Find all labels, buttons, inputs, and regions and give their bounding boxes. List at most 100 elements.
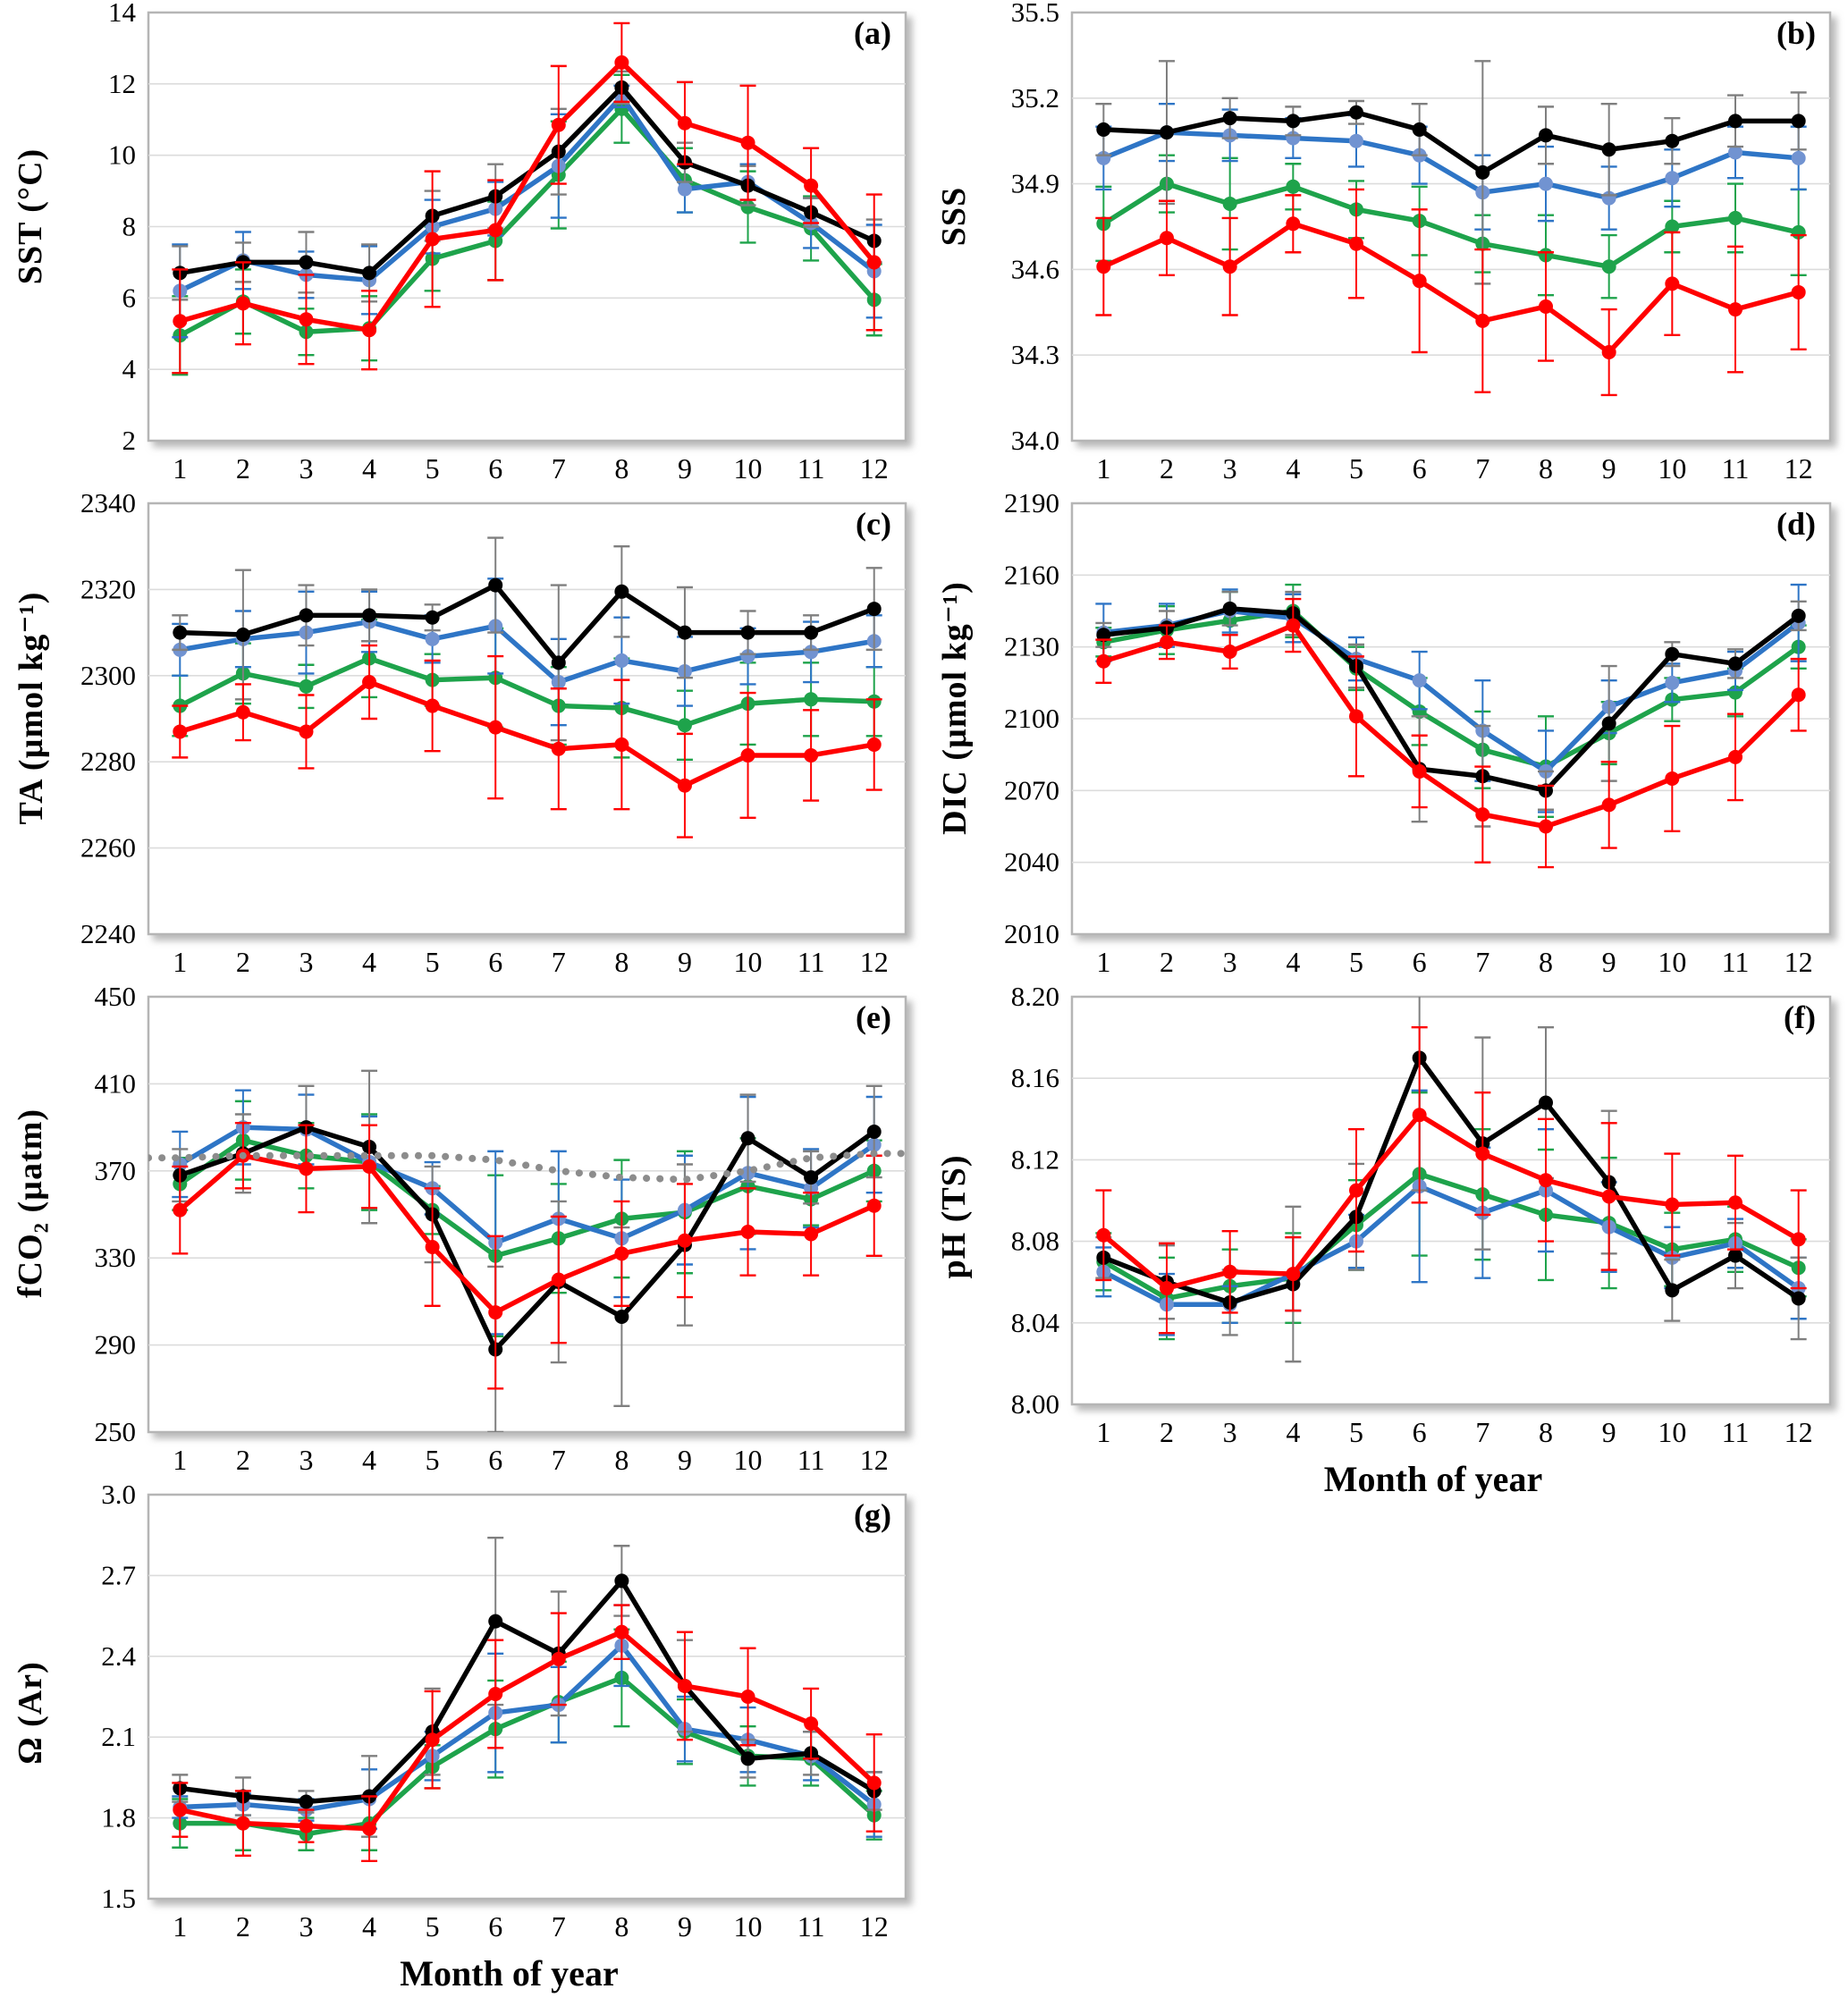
y-tick-label: 3.0 bbox=[101, 1482, 136, 1510]
data-point bbox=[614, 1309, 629, 1324]
y-axis-title-omega: Ω (Ar) bbox=[12, 1661, 49, 1765]
data-point bbox=[1728, 656, 1743, 671]
data-point bbox=[804, 625, 819, 640]
panel-letter-a: (a) bbox=[854, 15, 891, 51]
x-tick-label: 1 bbox=[1096, 946, 1110, 978]
x-tick-label: 11 bbox=[1722, 1416, 1750, 1448]
data-point bbox=[425, 631, 440, 646]
data-point bbox=[1222, 1264, 1237, 1279]
y-tick-label: 8.16 bbox=[1011, 1062, 1059, 1093]
data-point bbox=[1096, 259, 1111, 274]
data-point bbox=[740, 199, 755, 215]
data-point bbox=[173, 314, 188, 329]
data-point bbox=[1791, 687, 1806, 703]
data-point bbox=[299, 608, 314, 623]
y-tick-label: 2240 bbox=[80, 918, 136, 949]
x-tick-label: 4 bbox=[1286, 452, 1300, 485]
data-point bbox=[866, 737, 882, 752]
plot-area-ta: 2240 2260 2280 2300 2320 2340 1 2 3 4 5 6 7 8 9 10 11 12 … bbox=[59, 491, 922, 984]
data-point bbox=[1286, 114, 1301, 129]
series-line bbox=[179, 1125, 876, 1353]
y-tick-label: 2040 bbox=[1004, 847, 1059, 878]
x-tick-label: 2 bbox=[236, 452, 250, 485]
data-point bbox=[1601, 1189, 1616, 1204]
data-point bbox=[740, 649, 755, 664]
series-blue bbox=[1095, 102, 1807, 231]
gridlines bbox=[148, 1083, 906, 1346]
y-tick-label: 2100 bbox=[1004, 703, 1059, 734]
y-tick-label: 2190 bbox=[1004, 491, 1059, 518]
y-axis-ticks: 2240 2260 2280 2300 2320 2340 bbox=[80, 491, 136, 949]
data-point bbox=[1222, 601, 1237, 616]
y-tick-label: 370 bbox=[95, 1155, 137, 1186]
y-tick-label: 8.04 bbox=[1011, 1307, 1060, 1338]
data-point bbox=[1791, 114, 1806, 129]
series-red bbox=[1095, 1026, 1807, 1335]
data-point bbox=[1539, 128, 1553, 143]
gridlines bbox=[148, 1574, 906, 1819]
x-tick-label: 4 bbox=[362, 1910, 376, 1943]
data-point bbox=[299, 724, 314, 739]
data-point bbox=[1791, 608, 1806, 623]
data-point bbox=[1412, 673, 1427, 688]
x-tick-label: 9 bbox=[1602, 946, 1616, 978]
x-tick-label: 8 bbox=[614, 1910, 629, 1943]
data-point bbox=[1791, 1232, 1806, 1247]
data-point bbox=[1286, 179, 1301, 194]
x-axis-ticks: 1 2 3 4 5 6 7 8 9 10 11 12 bbox=[173, 1910, 888, 1943]
data-point bbox=[614, 584, 629, 599]
x-tick-label: 10 bbox=[734, 452, 763, 485]
x-tick-label: 3 bbox=[1223, 946, 1237, 978]
x-tick-label: 5 bbox=[1349, 946, 1363, 978]
x-tick-label: 4 bbox=[1286, 1416, 1300, 1448]
y-axis-title-ph: pH (TS) bbox=[935, 1154, 973, 1279]
x-tick-label: 4 bbox=[362, 1444, 376, 1476]
x-tick-label: 5 bbox=[1349, 1416, 1363, 1448]
panel-c-ta: TA (µmol kg⁻¹) 2240 2260 2280 2300 2320 2340 1… bbox=[0, 491, 924, 984]
x-tick-label: 10 bbox=[1658, 452, 1686, 485]
y-axis-title-sss: SSS bbox=[935, 186, 973, 246]
gridlines bbox=[1072, 97, 1830, 357]
plot-area-sss: 34.0 34.3 34.6 34.9 35.2 35.5 1 2 3 4 5 6 7 8 9 10 11 12 … bbox=[983, 0, 1846, 491]
x-tick-label: 8 bbox=[1539, 946, 1553, 978]
data-point bbox=[740, 1751, 755, 1766]
data-point bbox=[1539, 299, 1553, 314]
series-red bbox=[1095, 597, 1807, 869]
x-tick-label: 9 bbox=[1602, 452, 1616, 485]
data-point bbox=[235, 1816, 250, 1831]
x-tick-label: 1 bbox=[173, 452, 187, 485]
data-point bbox=[1349, 105, 1363, 120]
y-tick-label: 12 bbox=[108, 68, 136, 99]
chart-svg-(f): 8.008.048.088.128.168.201 2 3 4 5 6 7 8 9 10 11 12 bbox=[1011, 984, 1832, 1448]
data-point bbox=[614, 1573, 629, 1589]
data-point bbox=[1096, 653, 1111, 669]
data-point bbox=[677, 778, 692, 793]
data-point bbox=[1539, 819, 1553, 834]
x-tick-label: 6 bbox=[488, 1444, 502, 1476]
plot-area-fco2: 250 290 330 370 410 450 1 2 3 4 5 6 7 8 9 10 11 12 (e) bbox=[59, 984, 922, 1482]
data-point bbox=[1286, 216, 1301, 232]
y-tick-label: 2010 bbox=[1004, 918, 1059, 949]
y-tick-label: 2260 bbox=[80, 832, 136, 864]
data-point bbox=[551, 741, 566, 756]
x-axis-ticks: 1 2 3 4 5 6 7 8 9 10 11 12 bbox=[173, 946, 888, 978]
y-tick-label: 2340 bbox=[80, 491, 136, 518]
data-point bbox=[488, 1305, 503, 1320]
x-tick-label: 9 bbox=[678, 1910, 692, 1943]
x-tick-label: 7 bbox=[552, 452, 566, 485]
x-tick-label: 3 bbox=[1223, 452, 1237, 485]
data-point bbox=[1728, 1248, 1743, 1263]
data-point bbox=[488, 577, 503, 593]
x-tick-label: 5 bbox=[426, 1444, 440, 1476]
y-axis-ticks: 1.5 1.8 2.1 2.4 2.7 3.0 bbox=[101, 1482, 136, 1914]
x-tick-label: 10 bbox=[734, 946, 763, 978]
x-tick-label: 11 bbox=[797, 1910, 825, 1943]
data-point bbox=[1728, 210, 1743, 225]
x-tick-label: 6 bbox=[488, 452, 502, 485]
x-tick-label: 4 bbox=[362, 452, 376, 485]
data-point bbox=[677, 1678, 692, 1693]
